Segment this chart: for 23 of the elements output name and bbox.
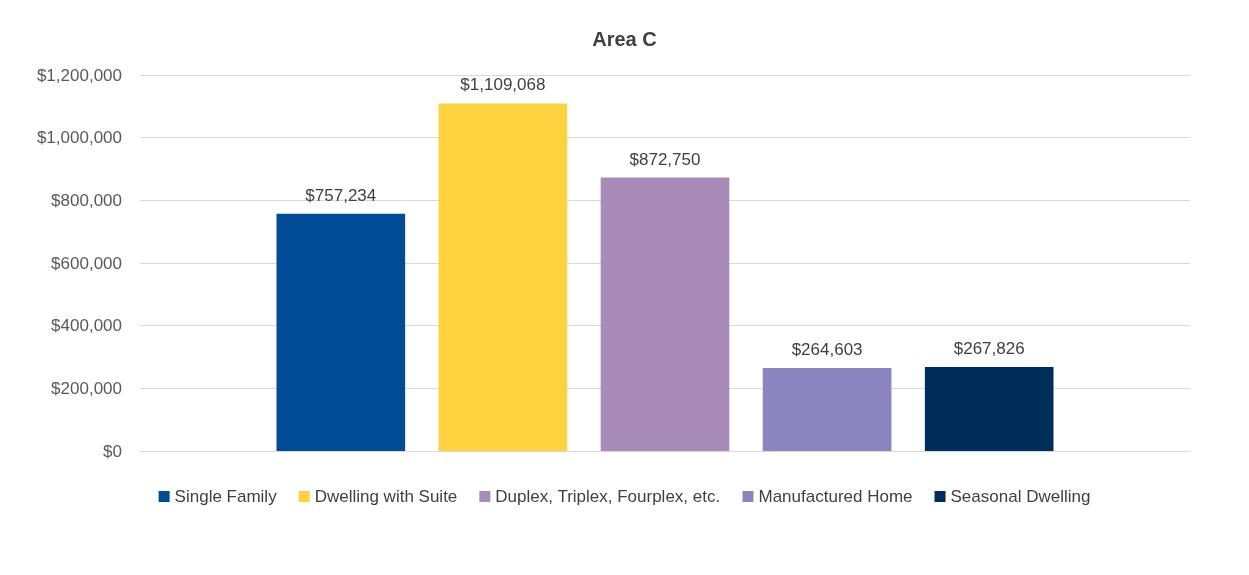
y-tick-label: $200,000 (51, 378, 122, 398)
y-tick-label: $1,000,000 (36, 128, 122, 148)
y-tick-label: $0 (103, 441, 122, 461)
bar (276, 213, 406, 451)
legend-label: Dwelling with Suite (314, 487, 458, 506)
y-tick-label: $600,000 (51, 253, 122, 273)
legend-label: Seasonal Dwelling (950, 487, 1091, 506)
y-tick-label: $800,000 (51, 190, 122, 210)
data-label: $267,826 (953, 339, 1025, 359)
legend-label: Duplex, Triplex, Fourplex, etc. (495, 487, 721, 506)
y-tick-label: $400,000 (51, 316, 122, 336)
bar (762, 368, 892, 451)
bar (438, 103, 568, 451)
legend-label: Single Family (174, 487, 278, 506)
y-tick-label: $1,200,000 (36, 65, 122, 85)
data-label: $264,603 (791, 340, 863, 360)
legend-label: Manufactured Home (758, 487, 913, 506)
data-label: $872,750 (629, 149, 701, 169)
bar (600, 177, 730, 451)
data-label: $757,234 (305, 185, 377, 205)
bar (924, 367, 1054, 451)
chart-title: Area C (592, 28, 657, 50)
data-label: $1,109,068 (460, 75, 546, 95)
